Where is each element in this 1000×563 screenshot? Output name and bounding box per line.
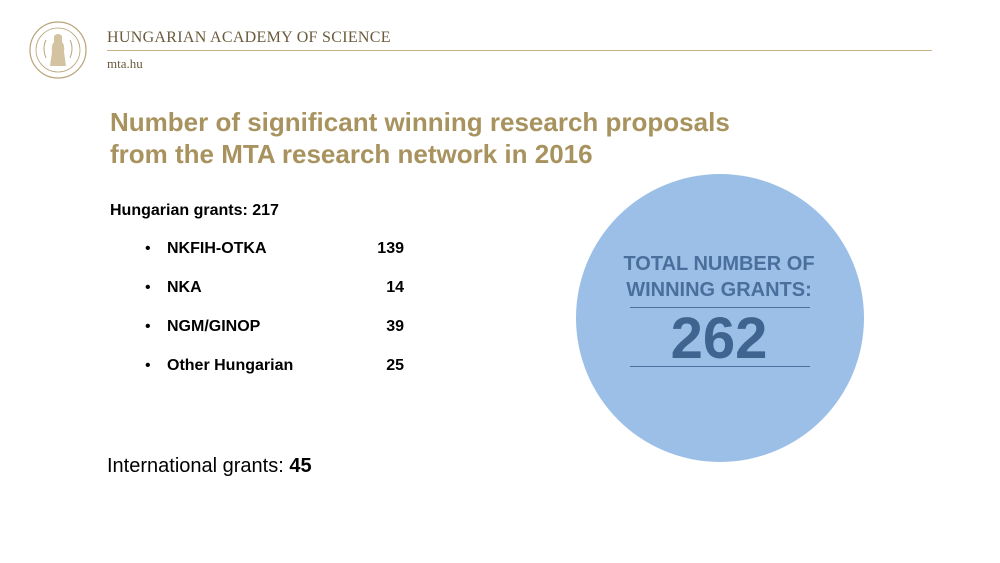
hungarian-grants-heading: Hungarian grants: 217	[110, 202, 279, 219]
grant-name: Other Hungarian	[167, 357, 294, 374]
total-label: TOTAL NUMBER OF WINNING GRANTS:	[590, 251, 848, 303]
total-label-line-1: TOTAL NUMBER OF	[623, 253, 815, 275]
list-item: • NGM/GINOP 39	[145, 318, 415, 357]
list-item: • NKA 14	[145, 279, 415, 318]
list-item: • Other Hungarian 25	[145, 357, 415, 396]
org-name: HUNGARIAN ACADEMY OF SCIENCE	[107, 29, 391, 46]
total-divider-top	[630, 307, 810, 308]
hungarian-grants-list: • NKFIH-OTKA 139 • NKA 14 • NGM/GINOP 39…	[145, 240, 415, 396]
bullet-icon: •	[145, 279, 151, 296]
org-url-link[interactable]: mta.hu	[107, 56, 143, 71]
title-line-1: Number of significant winning research p…	[110, 107, 730, 137]
grant-count: 25	[386, 357, 404, 374]
international-grants-label: International grants:	[107, 455, 290, 477]
international-grants: International grants: 45	[107, 455, 312, 478]
total-label-line-2: WINNING GRANTS:	[626, 279, 812, 301]
title-line-2: from the MTA research network in 2016	[110, 139, 593, 169]
total-divider-bottom	[630, 366, 810, 367]
bullet-icon: •	[145, 240, 151, 257]
academy-seal-icon	[29, 21, 87, 79]
grant-count: 39	[386, 318, 404, 335]
bullet-icon: •	[145, 357, 151, 374]
grant-count: 139	[377, 240, 404, 257]
grant-name: NGM/GINOP	[167, 318, 261, 335]
list-item: • NKFIH-OTKA 139	[145, 240, 415, 279]
page-title: Number of significant winning research p…	[110, 106, 850, 170]
bullet-icon: •	[145, 318, 151, 335]
grant-name: NKA	[167, 279, 202, 296]
international-grants-value: 45	[289, 455, 312, 477]
header-divider	[107, 50, 932, 51]
grant-name: NKFIH-OTKA	[167, 240, 267, 257]
grant-count: 14	[386, 279, 404, 296]
total-circle	[576, 174, 864, 462]
total-value: 262	[670, 306, 768, 371]
